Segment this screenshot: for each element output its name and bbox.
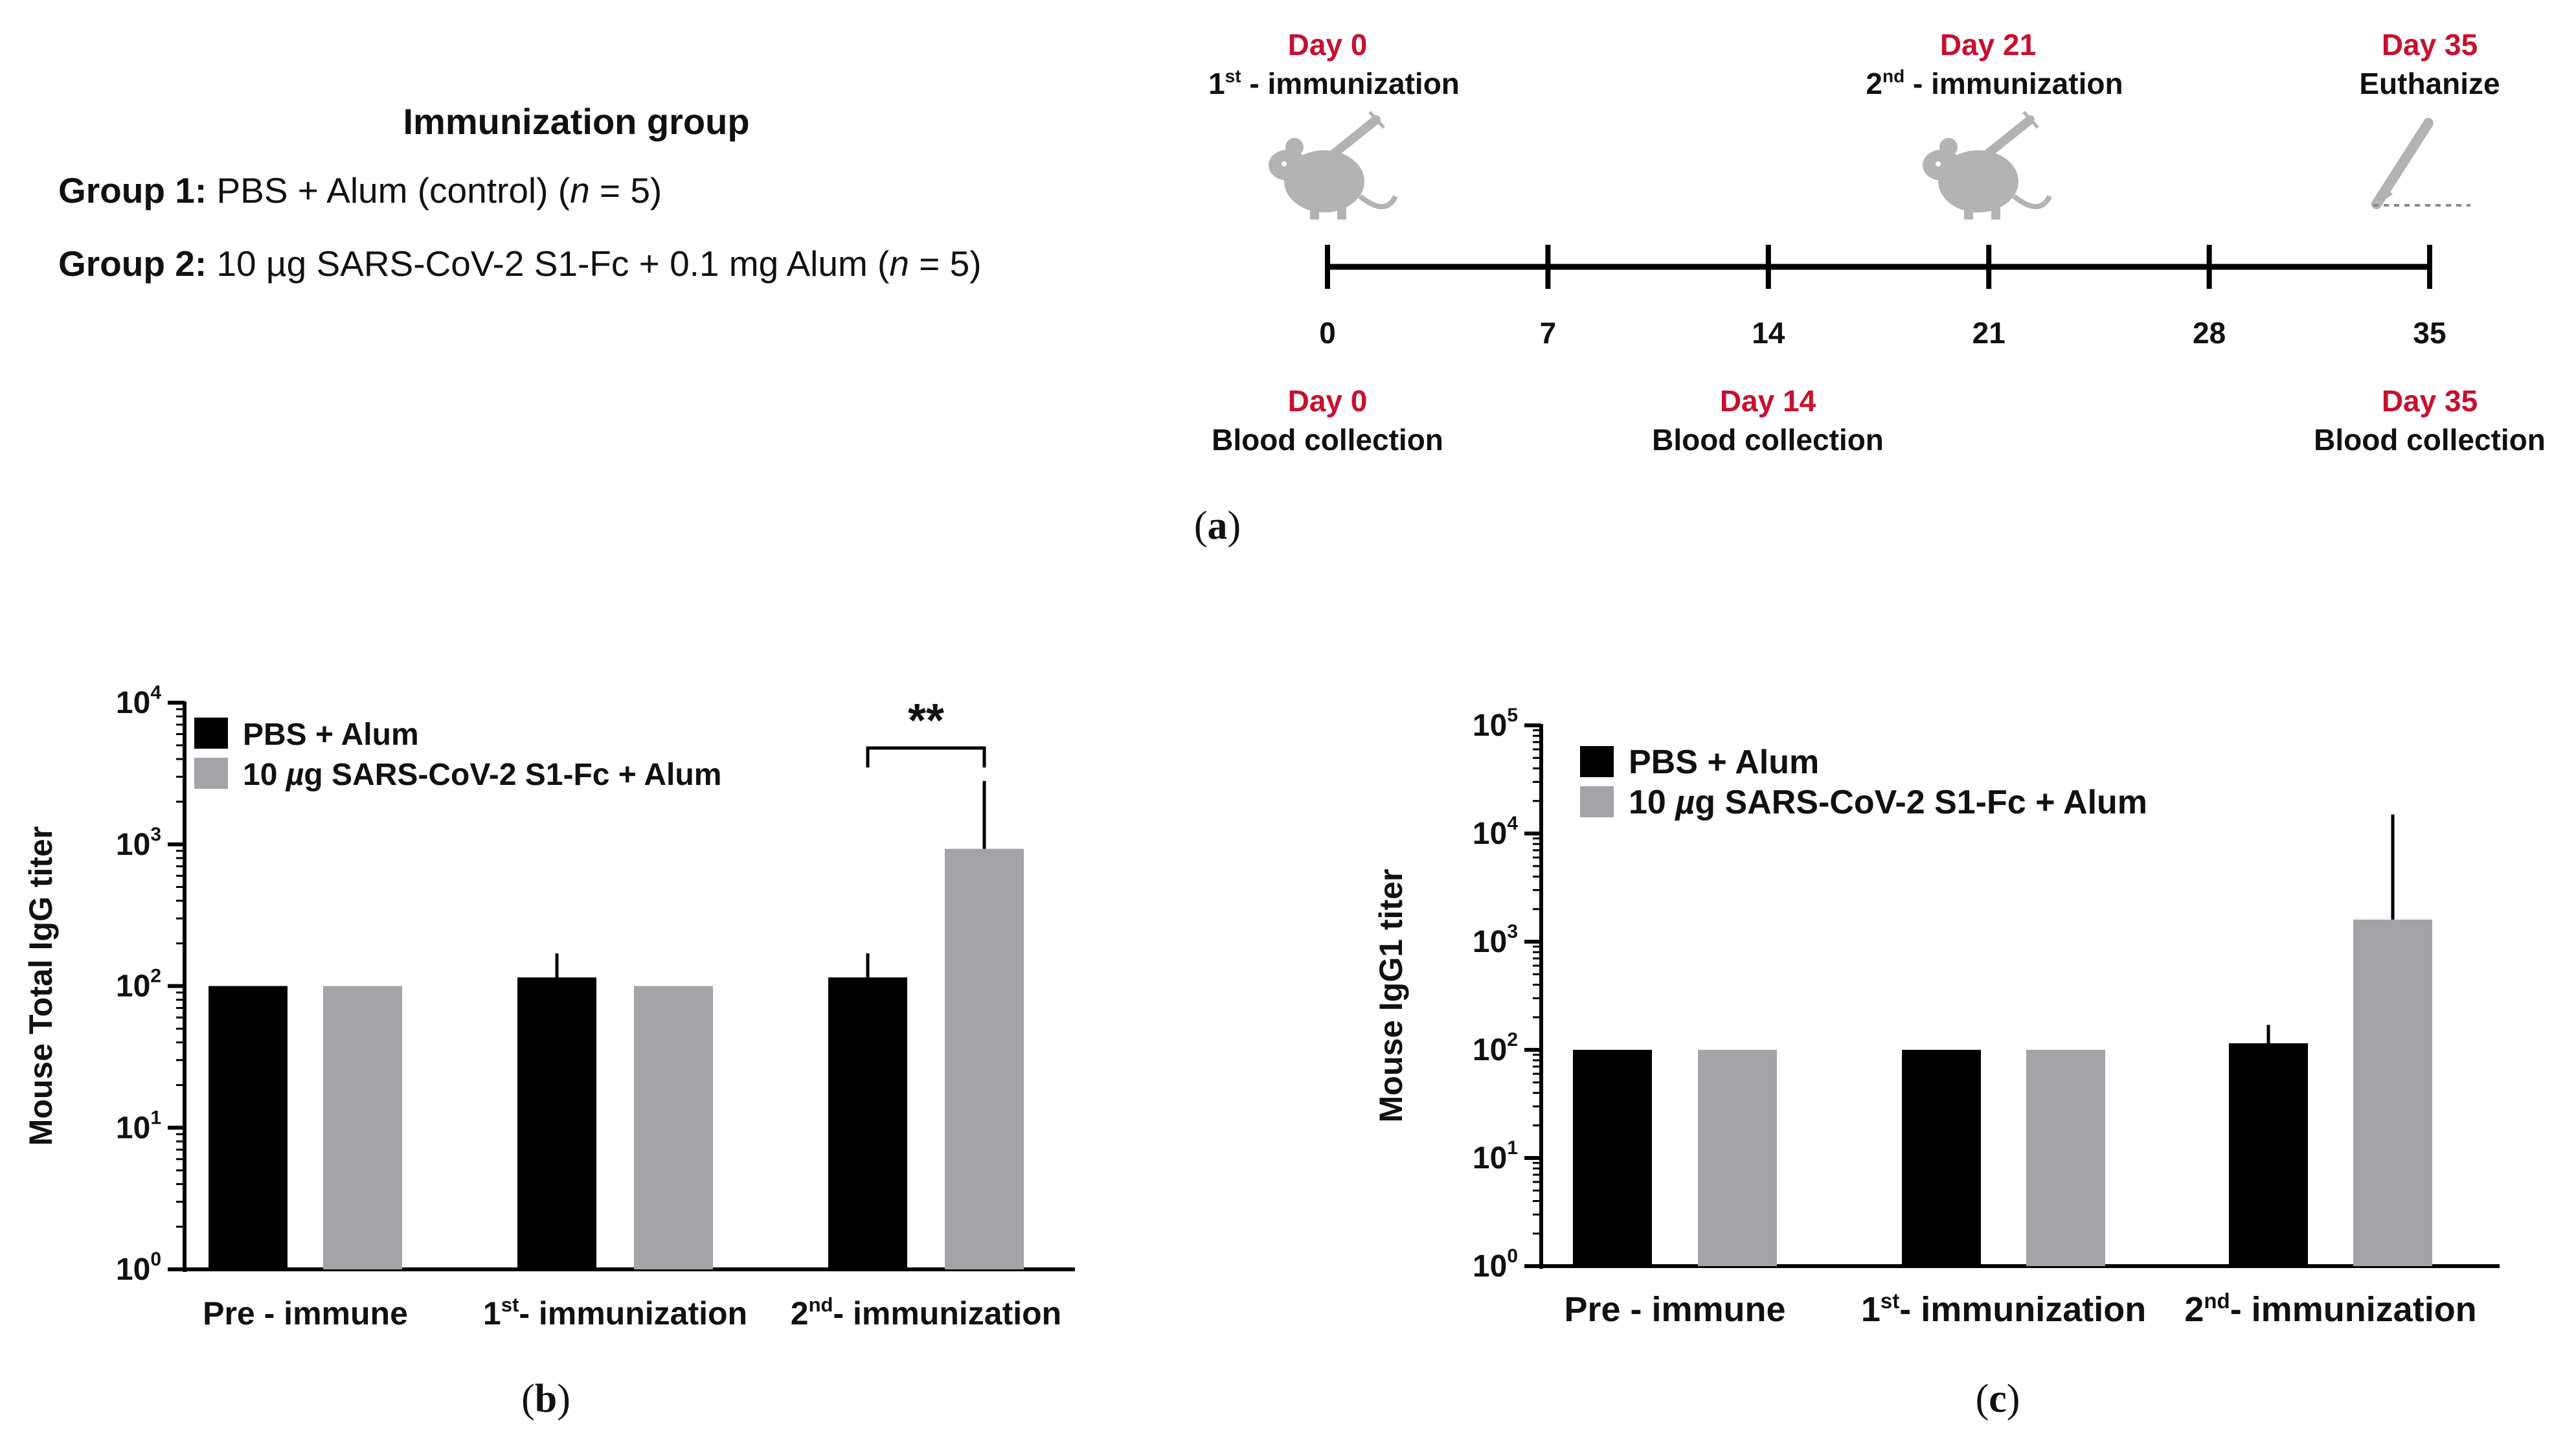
caption-c: (c) (1976, 1377, 2020, 1421)
mouse-syringe-icon (1269, 111, 1398, 220)
x-tick-label: 1st- immunization (483, 1293, 747, 1332)
significance-label: ** (908, 695, 944, 747)
group-1-n: n (570, 170, 590, 210)
y-tick-label: 100 (116, 1249, 161, 1287)
bar-s1fc (634, 986, 713, 1269)
immunization-timeline: 0 7 14 21 28 35 Day 0 1st - immunization Day … (1208, 28, 2546, 457)
y-tick-label: 102 (1473, 1029, 1518, 1067)
y-tick-label: 104 (1473, 813, 1518, 851)
y-tick-label: 101 (116, 1107, 161, 1145)
event-day0-label: 1st - immunization (1208, 66, 1460, 100)
scalpel-icon (2371, 118, 2470, 209)
group-2-line: Group 2: 10 µg SARS-CoV-2 S1-Fc + 0.1 mg… (58, 243, 982, 284)
x-tick-label: 2nd- immunization (2184, 1289, 2476, 1329)
caption-a: (a) (1194, 504, 1241, 548)
blood-day14-day: Day 14 (1720, 384, 1816, 418)
y-tick-label: 101 (1473, 1137, 1518, 1175)
group-2-count: = 5) (909, 244, 982, 284)
legend-swatch-s1fc (194, 758, 228, 789)
event-day21-day: Day 21 (1940, 28, 2036, 62)
x-tick-label: 2nd- immunization (791, 1293, 1061, 1332)
immunization-group-title: Immunization group (403, 101, 750, 142)
event-day35-day: Day 35 (2382, 28, 2478, 62)
event-day21-label: 2nd - immunization (1866, 66, 2123, 100)
event-day35-label: Euthanize (2359, 67, 2500, 100)
event-day0-day: Day 0 (1288, 28, 1368, 62)
bar-pbs (517, 977, 596, 1269)
bar-pbs (828, 977, 907, 1269)
blood-day0-day: Day 0 (1288, 384, 1368, 418)
timeline-tick-label: 14 (1752, 316, 1785, 350)
bar-pbs (1573, 1050, 1652, 1266)
mouse-syringe-icon (1923, 111, 2052, 220)
y-tick-label: 102 (116, 966, 161, 1004)
bar-s1fc (1698, 1050, 1777, 1266)
legend-label-s1fc: 10 µg SARS-CoV-2 S1-Fc + Alum (243, 758, 721, 792)
group-1-count: = 5) (589, 170, 662, 210)
x-tick-label: Pre - immune (203, 1295, 408, 1332)
y-tick-label: 104 (116, 682, 161, 720)
y-axis-label: Mouse Total IgG titer (23, 826, 59, 1146)
group-2-desc: 10 µg SARS-CoV-2 S1-Fc + 0.1 mg Alum ( (216, 244, 890, 284)
bar-s1fc (2026, 1050, 2105, 1266)
blood-day14-label: Blood collection (1652, 423, 1884, 457)
bar-pbs (1902, 1050, 1981, 1266)
blood-day35-day: Day 35 (2382, 384, 2478, 418)
bar-pbs (2229, 1043, 2308, 1266)
group-2-label: Group 2: (58, 244, 207, 284)
timeline-tick-label: 0 (1319, 316, 1336, 350)
y-tick-label: 100 (1473, 1245, 1518, 1284)
y-tick-label: 103 (1473, 921, 1518, 959)
group-1-label: Group 1: (58, 170, 207, 210)
bar-s1fc (323, 986, 402, 1269)
y-tick-label: 105 (1473, 705, 1518, 743)
group-1-line: Group 1: PBS + Alum (control) (n = 5) (58, 170, 662, 211)
timeline-tick-label: 7 (1540, 316, 1557, 350)
bar-s1fc (945, 848, 1024, 1269)
blood-day35-label: Blood collection (2314, 423, 2546, 457)
y-axis-label: Mouse IgG1 titer (1373, 869, 1409, 1123)
legend-swatch-pbs (194, 718, 228, 749)
group-1-desc: PBS + Alum (control) ( (216, 170, 571, 210)
legend-label-pbs: PBS + Alum (243, 718, 419, 752)
timeline-tick-label: 35 (2413, 316, 2446, 350)
x-tick-label: 1st- immunization (1861, 1289, 2146, 1329)
x-tick-label: Pre - immune (1564, 1290, 1785, 1329)
significance-bracket (866, 746, 986, 767)
legend-swatch-s1fc (1580, 786, 1614, 817)
bar-pbs (209, 986, 288, 1269)
legend-label-s1fc: 10 µg SARS-CoV-2 S1-Fc + Alum (1629, 784, 2147, 821)
caption-b: (b) (521, 1377, 571, 1421)
timeline-tick-label: 21 (1972, 316, 2005, 350)
chart-c: 100 101 102 103 104 105 Mouse IgG1 titer Pre - … (1373, 705, 2500, 1329)
bar-s1fc (2353, 919, 2432, 1266)
legend-label-pbs: PBS + Alum (1629, 743, 1819, 781)
y-tick-label: 103 (116, 824, 161, 862)
group-2-n: n (889, 244, 909, 284)
legend-swatch-pbs (1580, 746, 1614, 777)
timeline-tick-label: 28 (2193, 316, 2226, 350)
blood-day0-label: Blood collection (1212, 423, 1443, 457)
chart-b: 100 101 102 103 104 Mouse Total IgG titer Pre … (23, 682, 1075, 1332)
